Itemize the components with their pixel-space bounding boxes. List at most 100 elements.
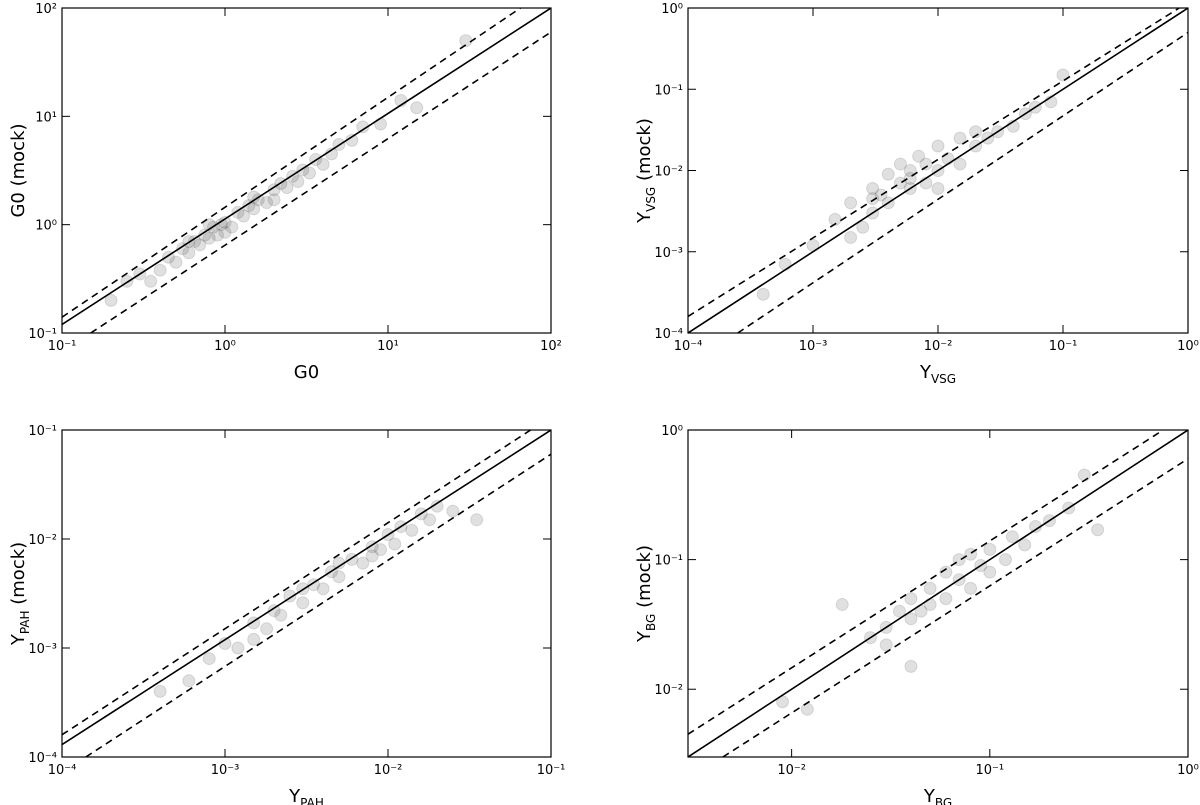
axis-label: G0 (mock) xyxy=(8,123,29,217)
point xyxy=(267,193,281,207)
y-tick-label: 10⁻¹ xyxy=(654,83,683,98)
x-tick-label: 10⁻² xyxy=(777,763,806,778)
axis-label: YBG (mock) xyxy=(634,545,658,643)
x-tick-label: 10⁰ xyxy=(1177,339,1199,354)
point xyxy=(316,157,330,171)
reference-line xyxy=(62,430,532,736)
subplot: 10⁻⁴ 10⁻³ 10⁻² 10⁻¹ 10⁰10⁻⁴10⁻³10⁻²10⁻¹10⁰YV… xyxy=(634,2,1199,386)
y-tick-label: 10⁻³ xyxy=(28,642,57,657)
point xyxy=(983,565,997,579)
point xyxy=(169,255,183,269)
point xyxy=(296,596,310,610)
axis-label-main: Y xyxy=(923,786,936,805)
point xyxy=(964,581,978,595)
x-tick-label: 10⁻¹ xyxy=(1049,339,1078,354)
axis-label-sub: VSG xyxy=(644,187,658,212)
x-tick-label: 10⁻¹ xyxy=(48,339,77,354)
point xyxy=(866,182,880,196)
axis-label-sub: BG xyxy=(644,614,658,631)
point xyxy=(237,209,251,223)
point xyxy=(953,157,967,171)
point xyxy=(423,513,437,527)
reference-line xyxy=(62,8,551,326)
point xyxy=(280,181,294,195)
axes-frame xyxy=(61,7,552,334)
point xyxy=(356,556,370,570)
points xyxy=(688,8,1188,333)
y-tick-label: 10⁻³ xyxy=(654,246,683,261)
reference-line xyxy=(688,430,1164,735)
reference-line xyxy=(62,430,551,746)
x-tick-label: 10⁻³ xyxy=(211,763,240,778)
point xyxy=(410,101,424,115)
x-tick-label: 10⁻² xyxy=(374,763,403,778)
point xyxy=(260,196,274,210)
axis-label-suffix: (mock) xyxy=(634,545,655,614)
point xyxy=(919,157,933,171)
point xyxy=(1056,68,1070,82)
point xyxy=(904,612,918,626)
x-tick-label: 10⁻¹ xyxy=(537,763,566,778)
axis-label-suffix: (mock) xyxy=(634,118,655,187)
points xyxy=(688,430,1188,757)
point xyxy=(844,230,858,244)
point xyxy=(844,196,858,210)
y-tick-label: 10⁰ xyxy=(661,424,683,439)
point xyxy=(267,183,281,197)
point xyxy=(388,537,402,551)
reference-line xyxy=(688,8,1188,333)
axis-label-main: Y xyxy=(634,211,655,224)
point xyxy=(202,652,216,666)
point xyxy=(459,34,473,48)
point xyxy=(260,622,274,636)
point xyxy=(893,176,907,190)
point xyxy=(756,287,770,301)
reference-line xyxy=(688,8,1180,318)
point xyxy=(153,684,167,698)
point xyxy=(892,604,906,618)
point xyxy=(182,246,196,260)
reference-line xyxy=(90,31,551,333)
point xyxy=(316,582,330,596)
point xyxy=(1005,530,1019,544)
point xyxy=(202,231,216,245)
point xyxy=(912,149,926,163)
point xyxy=(247,202,261,216)
y-tick-label: 10⁻¹ xyxy=(28,327,57,342)
x-tick-label: 10⁻³ xyxy=(799,339,828,354)
point xyxy=(835,598,849,612)
axis-label-main: Y xyxy=(8,633,29,646)
point xyxy=(365,549,379,563)
point xyxy=(242,199,256,213)
point xyxy=(999,553,1013,567)
y-tick-label: 10⁰ xyxy=(661,2,683,17)
point xyxy=(941,152,955,166)
x-tick-label: 10⁰ xyxy=(214,339,236,354)
reference-line xyxy=(737,31,1188,333)
x-tick-label: 10⁻⁴ xyxy=(48,763,77,778)
point xyxy=(104,293,118,307)
y-tick-label: 10⁻² xyxy=(654,683,683,698)
axis-label-main: Y xyxy=(919,362,932,383)
x-tick-label: 10² xyxy=(540,339,562,354)
axis-label-sub: PAH xyxy=(18,610,32,634)
point xyxy=(983,542,997,556)
point xyxy=(267,604,281,618)
axis-label: YBG xyxy=(923,786,952,805)
y-tick-label: 10¹ xyxy=(35,110,57,125)
point xyxy=(903,164,917,177)
point xyxy=(904,592,918,606)
axes-frame xyxy=(61,429,552,758)
point xyxy=(939,565,953,579)
point xyxy=(931,139,945,153)
axis-label-sub: BG xyxy=(935,796,952,805)
reference-line xyxy=(62,8,521,318)
point xyxy=(778,257,792,271)
x-tick-label: 10⁻² xyxy=(924,339,953,354)
axes-frame xyxy=(687,429,1189,758)
axis-label: YVSG xyxy=(919,362,956,386)
y-tick-label: 10⁻¹ xyxy=(654,554,683,569)
point xyxy=(144,274,158,288)
